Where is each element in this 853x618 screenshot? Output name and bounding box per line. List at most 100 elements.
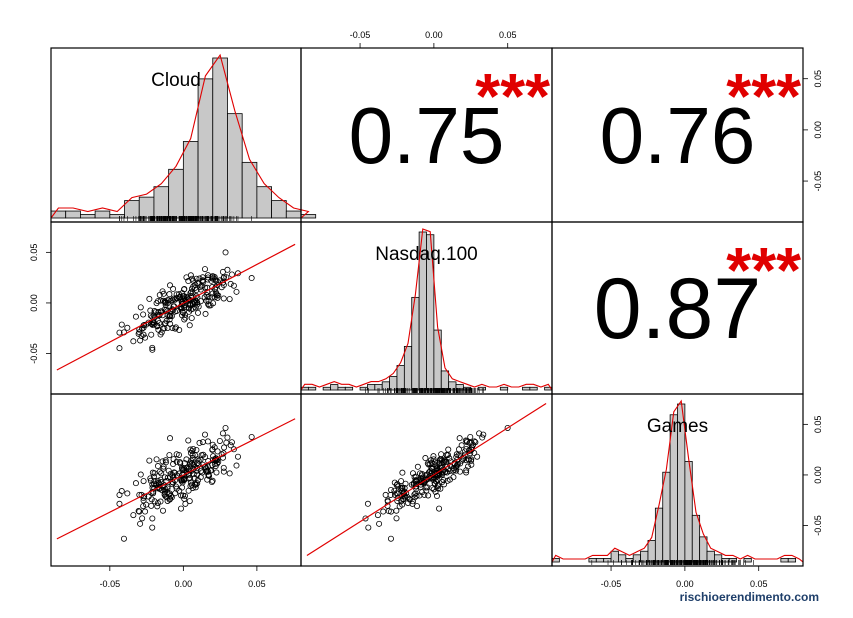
scatter-point (189, 275, 196, 282)
scatter-point (230, 282, 237, 289)
scatter-point (393, 515, 400, 522)
scatter-point (364, 500, 371, 507)
scatter-point (173, 291, 180, 298)
scatter-point (465, 463, 472, 470)
scatter-point (219, 430, 226, 437)
scatter-point (202, 266, 209, 273)
density-curve (50, 53, 310, 219)
hist-bar (344, 386, 354, 391)
scatter-point (458, 442, 465, 449)
hist-bar (522, 386, 531, 391)
hist-bar (307, 386, 317, 391)
scatter-point (384, 497, 391, 504)
scatter-point (166, 291, 173, 298)
scatter-point (194, 471, 201, 478)
scatter-point (167, 320, 174, 327)
scatter-point (222, 424, 229, 431)
scatter-point (393, 507, 400, 514)
hist-bar (403, 346, 413, 391)
scatter-point (189, 452, 196, 459)
scatter-point (171, 308, 178, 315)
scatter-point (166, 452, 173, 459)
hist-bar (285, 210, 302, 219)
correlation-value: 0.75 (349, 91, 505, 180)
scatter-point (209, 477, 216, 484)
scatter-point (185, 487, 192, 494)
scatter-point (130, 338, 137, 345)
scatter-point (444, 463, 451, 470)
scatter-point (140, 324, 147, 331)
scatter-point (402, 480, 409, 487)
scatter-point (463, 469, 470, 476)
scatter-point (437, 485, 444, 492)
scatter-point (454, 461, 461, 468)
scatter-point (173, 451, 180, 458)
scatter-point (149, 344, 156, 351)
hist-bar (440, 370, 450, 391)
scatter-point (163, 317, 170, 324)
scatter-point (214, 281, 221, 288)
scatter-point (412, 473, 419, 480)
hist-bar (271, 200, 287, 219)
scatter-point (227, 442, 234, 449)
scatter-point (224, 434, 231, 441)
scatter-point (139, 515, 146, 522)
scatter-point (430, 456, 437, 463)
scatter-point (422, 455, 429, 462)
scatter-point (186, 498, 193, 505)
variable-label: Cloud (151, 70, 201, 91)
scatter-point (177, 476, 184, 483)
scatter-point (160, 507, 167, 514)
scatter-point (434, 465, 441, 472)
axis-tick-label: 0.00 (813, 121, 823, 139)
scatter-point (132, 480, 139, 487)
scatter-point (152, 481, 159, 488)
scatter-point (197, 286, 204, 293)
scatter-point (468, 456, 475, 463)
scatter-point (160, 290, 167, 297)
axis-tick-label: 0.00 (425, 30, 443, 40)
scatter-point (463, 439, 470, 446)
scatter-point (139, 325, 146, 332)
hist-bar (662, 471, 671, 563)
density-curve (300, 228, 553, 391)
scatter-point (455, 452, 462, 459)
scatter-point (187, 272, 194, 279)
scatter-point (140, 478, 147, 485)
scatter-point (214, 294, 221, 301)
scatter-point (208, 479, 215, 486)
scatter-point (248, 433, 255, 440)
scatter-point (398, 478, 405, 485)
scatter-point (142, 508, 149, 515)
scatter-point (457, 468, 464, 475)
scatter-point (421, 491, 428, 498)
scatter-point (387, 486, 394, 493)
scatter-point (223, 439, 230, 446)
scatter-point (465, 456, 472, 463)
scatter-point (394, 494, 401, 501)
scatter-point (179, 492, 186, 499)
scatter-point (219, 268, 226, 275)
axis-tick-label: -0.05 (350, 30, 371, 40)
scatter-point (204, 476, 211, 483)
hist-bar (374, 384, 383, 391)
scatter-point (480, 431, 487, 438)
scatter-point (205, 472, 212, 479)
scatter-point (189, 484, 196, 491)
hist-bar (691, 514, 701, 563)
scatter-point (181, 304, 188, 311)
scatter-point (148, 331, 155, 338)
hist-bar (330, 384, 339, 391)
scatter-point (120, 535, 127, 542)
axis-tick-label: 0.00 (813, 466, 823, 484)
hist-bar (359, 386, 368, 391)
scatter-point (209, 446, 216, 453)
scatter-point (149, 515, 156, 522)
scatter-point (382, 491, 389, 498)
scatter-point (425, 492, 432, 499)
scatter-point (154, 503, 161, 510)
scatter-point (220, 295, 227, 302)
scatter-point (445, 446, 452, 453)
scatter-point (209, 462, 216, 469)
